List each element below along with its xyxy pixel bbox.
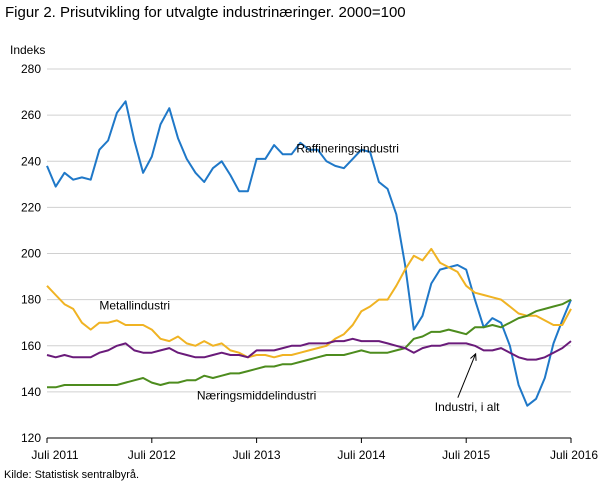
y-tick-label: 240 — [21, 154, 41, 168]
y-tick-label: 280 — [21, 62, 41, 76]
y-tick-label: 180 — [21, 293, 41, 307]
figure-title: Figur 2. Prisutvikling for utvalgte indu… — [5, 4, 406, 21]
series-lines — [46, 100, 572, 407]
y-tick-label: 120 — [21, 431, 41, 445]
series-label: Raffineringsindustri — [296, 142, 399, 156]
x-tick-label: Juli 2016 — [550, 448, 598, 462]
label-arrow — [457, 353, 477, 398]
series-label: Næringsmiddelindustri — [197, 388, 316, 402]
series-line-metallindustri — [46, 247, 572, 359]
series-label: Metallindustri — [99, 298, 170, 312]
x-tick-label: Juli 2011 — [31, 448, 78, 462]
y-tick-label: 200 — [21, 247, 41, 261]
y-tick-label: 140 — [21, 385, 41, 399]
series-label: Industri, i alt — [435, 400, 500, 414]
x-tick-label: Juli 2014 — [337, 448, 385, 462]
grid-lines — [47, 68, 571, 393]
axes: 120 140 160 180 200 220 240 260 280 Indeks Juli 20… — [10, 43, 598, 462]
series-line-industri-i-alt — [46, 337, 572, 361]
x-tick-label: Juli 2012 — [128, 448, 176, 462]
series-labels: Raffineringsindustri Metallindustri Næring… — [99, 142, 500, 414]
y-axis-label: Indeks — [10, 43, 45, 57]
label-arrowhead — [470, 352, 477, 361]
source-note: Kilde: Statistisk sentralbyrå. — [4, 469, 140, 481]
y-tick-label: 220 — [21, 200, 41, 214]
x-tick-label: Juli 2015 — [442, 448, 490, 462]
y-tick-label: 160 — [21, 339, 41, 353]
x-tick-label: Juli 2013 — [233, 448, 281, 462]
y-tick-label: 260 — [21, 108, 41, 122]
series-line-næringsmiddelindustri — [47, 298, 572, 389]
